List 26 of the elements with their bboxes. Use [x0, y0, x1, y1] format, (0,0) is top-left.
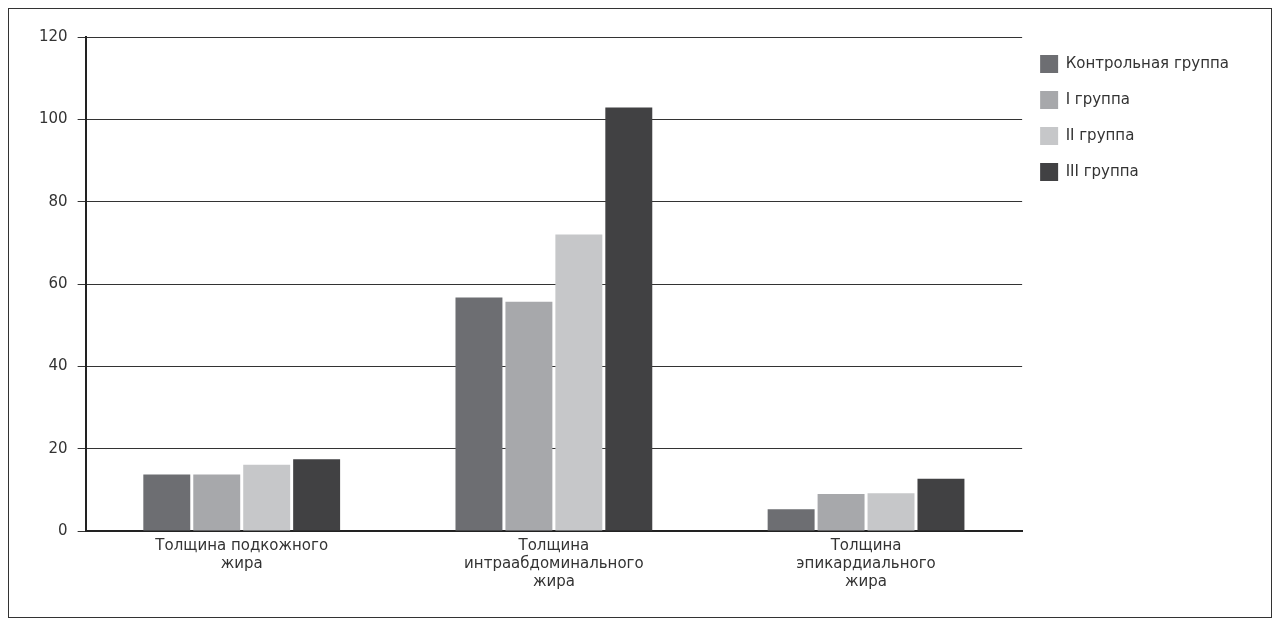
x-tick-label: Толщина эпикардиального жира: [796, 535, 936, 590]
bar: [917, 478, 965, 531]
y-tick-label: 20: [48, 438, 68, 457]
bar: [867, 493, 915, 531]
bar: [193, 474, 241, 531]
bar: [243, 464, 291, 531]
bar: [555, 234, 603, 531]
bar: [605, 107, 653, 531]
x-tick-label: Толщина интраабдоминального жира: [464, 535, 644, 590]
y-tick-label: 80: [48, 191, 68, 210]
x-tick-label: Толщина подкожного жира: [154, 535, 329, 572]
bar: [455, 297, 503, 531]
bar: [143, 474, 191, 531]
y-tick-label: 100: [38, 109, 68, 128]
legend-label: Контрольная группа: [1065, 53, 1229, 72]
bar: [505, 301, 553, 531]
y-tick-label: 120: [38, 26, 68, 45]
legend-label: II группа: [1065, 125, 1135, 144]
y-tick-label: 40: [48, 356, 68, 375]
bar: [293, 459, 341, 531]
y-tick-label: 60: [48, 273, 68, 292]
legend-label: I группа: [1065, 89, 1130, 108]
bar: [767, 509, 815, 531]
y-tick-label: 0: [58, 520, 68, 539]
legend-label: III группа: [1065, 161, 1139, 180]
bar: [817, 493, 865, 531]
